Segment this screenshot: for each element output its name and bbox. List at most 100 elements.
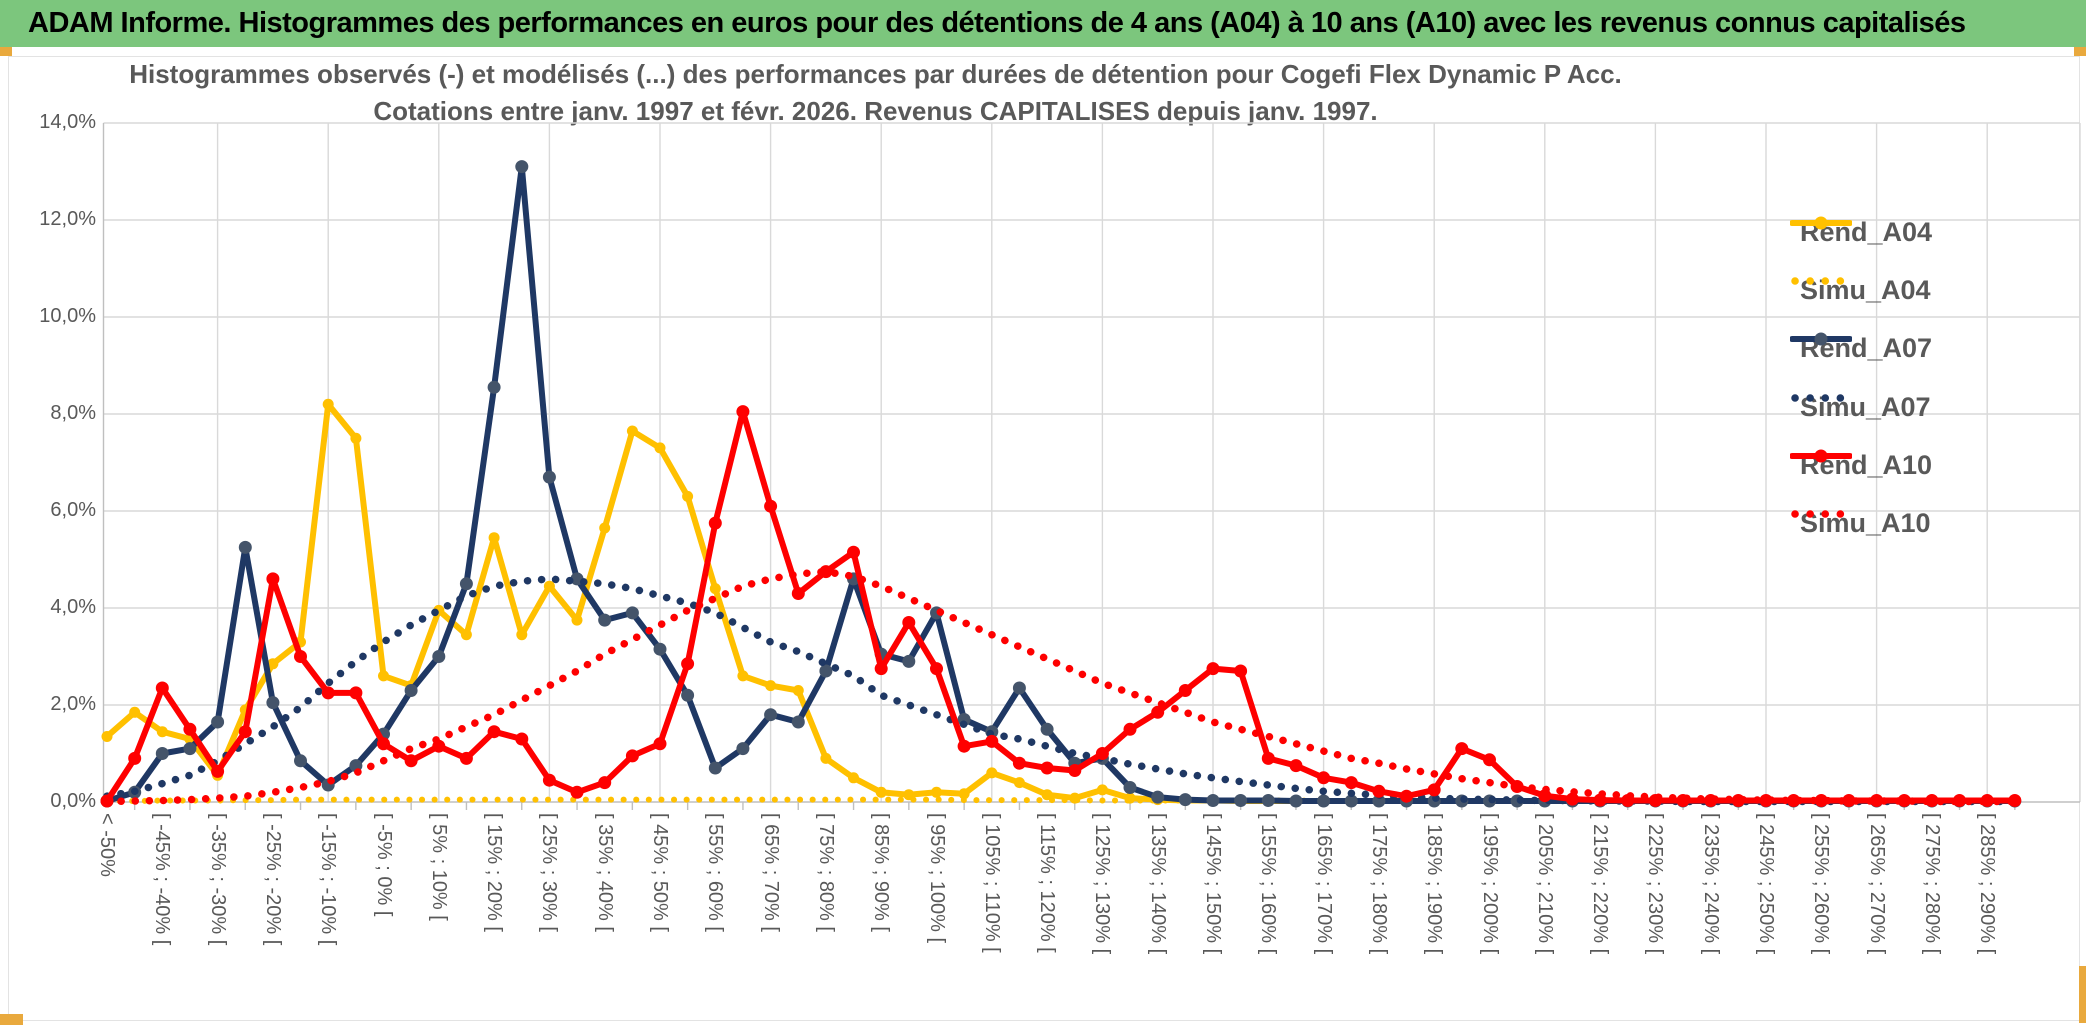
x-tick-label: [ 175% ; 180% [ [1367,813,1390,955]
x-tick-label: [ 285% ; 290% [ [1976,813,1999,955]
series-simu_a10-line [103,567,2019,806]
series-rend_a10-marker [1897,794,1911,807]
series-rend_a07-marker [653,642,667,656]
x-tick-label: [ 255% ; 260% [ [1810,813,1833,955]
series-rend_a10-marker [155,681,169,695]
series-rend_a04-marker [267,658,279,670]
series-rend_a04-marker [626,425,638,437]
series-rend_a07-marker [1317,794,1331,808]
x-tick-label: [ -25% ; -20% [ [261,813,284,946]
series-rend_a10-marker [404,754,418,768]
series-rend_a07-marker [238,540,252,554]
x-tick-label: [ 65% ; 70% [ [759,813,782,932]
series-rend_a07-marker [183,742,197,756]
series-rend_a10-marker [653,737,667,751]
series-rend_a04-marker [101,731,113,742]
series-rend_a10-marker [349,686,363,700]
legend-label: Simu_A07 [1800,391,1931,422]
series-rend_a10-marker [1178,684,1192,697]
series-rend_a04-marker [543,580,555,592]
series-rend_a10-marker [1151,705,1165,719]
series-rend_a07-marker [266,696,280,710]
legend-item-rend_a10[interactable]: Rend_A10 [1790,445,1932,485]
x-tick-label: [ -5% ; 0% [ [372,813,395,917]
legend-item-simu_a04[interactable]: Simu_A04 [1790,270,1931,310]
series-rend_a07-marker [1206,794,1220,807]
dotted-line-sample-icon [1791,394,1851,402]
series-rend_a07-marker [1234,794,1248,807]
legend-item-rend_a04[interactable]: Rend_A04 [1790,212,1932,252]
series-rend_a04-marker [986,767,998,779]
x-tick-label: [ 185% ; 190% [ [1423,813,1446,955]
chart-frame [8,56,2080,1021]
series-rend_a07-marker [1344,794,1358,808]
series-rend_a10-marker [1372,784,1386,798]
series-rend_a10-marker [487,725,501,739]
series-rend_a07-marker [294,754,307,768]
series-rend_a04-marker [488,532,500,544]
x-tick-label: < -50% [96,813,118,877]
series-rend_a10-marker [542,773,556,787]
series-rend_a07-marker [404,684,418,697]
x-tick-label: [ 225% ; 230% [ [1644,813,1667,955]
series-rend_a10-marker [1234,664,1248,678]
legend-item-rend_a07[interactable]: Rend_A07 [1790,328,1932,368]
series-rend_a10-marker [1123,722,1137,736]
series-rend_a04-marker [599,522,611,534]
series-simu_a07-line [103,575,2019,806]
x-tick-label: [ 15% ; 20% [ [483,813,506,932]
series-rend_a04-marker [792,685,804,696]
legend-item-simu_a10[interactable]: Simu_A10 [1790,503,1931,543]
x-tick-label: [ 195% ; 200% [ [1478,813,1501,955]
series-rend_a10-marker [847,545,860,559]
series-rend_a07-marker [1289,794,1303,808]
chart-title-line1: Histogrammes observés (-) et modélisés (… [129,59,1622,89]
series-rend_a10-marker [1842,794,1856,807]
series-rend_a04-marker [875,786,887,798]
series-rend_a07-marker [902,654,916,668]
y-tick-label: 10,0% [39,305,96,327]
x-tick-label: [ 125% ; 130% [ [1091,813,1114,955]
series-rend_a07-marker [681,688,695,702]
series-rend_a10-marker [515,732,529,746]
series-rend_a10-marker [1565,792,1579,806]
series-rend_a07-marker [211,715,225,729]
x-tick-label: [ 135% ; 140% [ [1146,813,1169,955]
series-rend_a04-marker [682,490,694,502]
x-tick-label: [ 75% ; 80% [ [814,813,837,932]
solid-line-sample-icon [1790,449,1852,463]
series-rend_a04-marker [129,706,141,718]
series-rend_a10-marker [985,734,999,748]
series-rend_a10-marker [1206,662,1220,676]
title-banner: ADAM Informe. Histogrammes des performan… [0,0,2086,47]
x-tick-label: [ 205% ; 210% [ [1533,813,1556,955]
x-tick-label: [ 265% ; 270% [ [1865,813,1888,955]
series-rend_a10-marker [1261,751,1275,765]
x-tick-label: [ 155% ; 160% [ [1257,813,1280,955]
legend-item-simu_a07[interactable]: Simu_A07 [1790,387,1931,427]
series-rend_a07-marker [1123,781,1137,794]
series-rend_a04-marker [1013,777,1025,789]
series-rend_a10-marker [1040,761,1054,775]
series-rend_a04-marker [737,670,749,682]
series-rend_a10-marker [1012,756,1026,770]
series-rend_a04-marker [1041,789,1053,801]
series-rend_a10-marker [1068,764,1082,777]
series-rend_a07-marker [155,747,169,760]
y-tick-label: 2,0% [50,693,96,715]
gold-accent-top-right [2074,47,2086,56]
series-rend_a10-marker [1400,789,1413,803]
series-rend_a10-marker [266,572,280,586]
series-rend_a07-line [104,163,2018,804]
dotted-line-sample-icon [1791,510,1851,518]
series-rend_a04-marker [1096,784,1108,796]
series-rend_a10-marker [321,686,335,700]
x-tick-label: [ 105% ; 110% [ [980,813,1003,953]
series-rend_a04-marker [571,614,583,626]
x-tick-label: [ 245% ; 250% [ [1755,813,1777,955]
series-rend_a10-marker [1344,776,1358,790]
legend-label: Simu_A04 [1800,274,1931,305]
x-tick-label: [ 165% ; 170% [ [1312,813,1335,955]
series-rend_a07-marker [515,160,529,174]
